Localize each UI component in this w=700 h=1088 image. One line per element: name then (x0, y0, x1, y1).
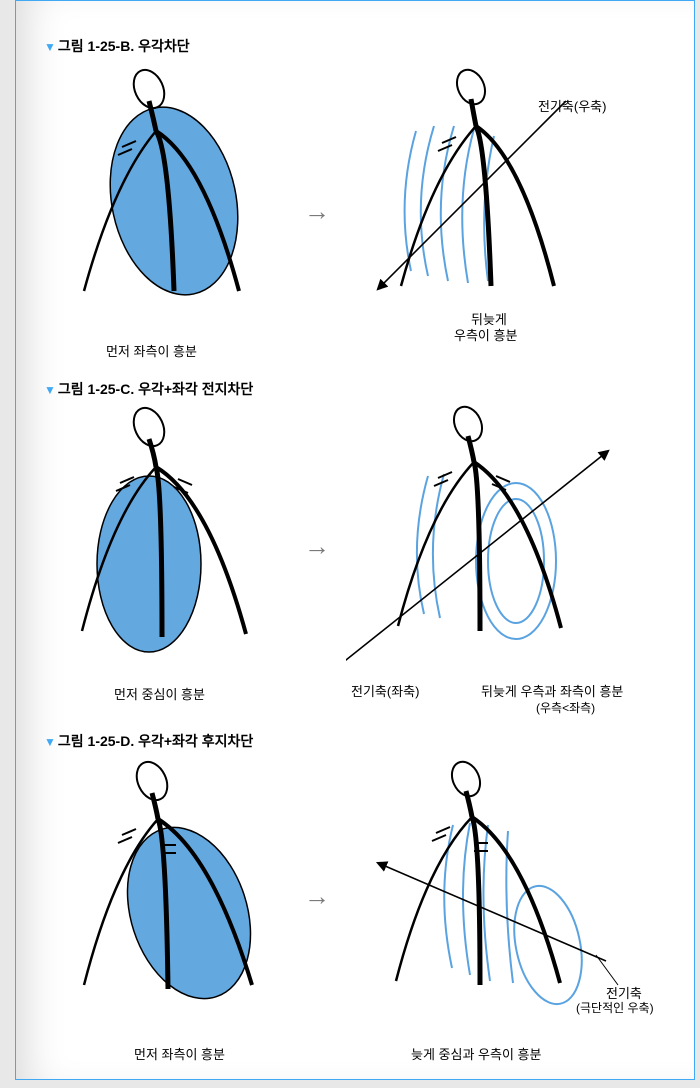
label-c-axis: 전기축(좌축) (351, 681, 419, 700)
diagram-b-left (54, 61, 294, 331)
label-b-axis: 전기축(우축) (538, 96, 606, 115)
caption-d-right: 늦게 중심과 우측이 흥분 (411, 1044, 541, 1063)
triangle-icon: ▼ (44, 735, 56, 749)
section-d-title: ▼그림 1-25-D. 우각+좌각 후지차단 (44, 731, 253, 751)
caption-b-left: 먼저 좌측이 흥분 (106, 341, 197, 360)
section-b-title: ▼그림 1-25-B. 우각차단 (44, 36, 190, 56)
triangle-icon: ▼ (44, 40, 56, 54)
triangle-icon: ▼ (44, 383, 56, 397)
caption-d-left: 먼저 좌측이 흥분 (134, 1044, 225, 1063)
section-c-title: ▼그림 1-25-C. 우각+좌각 전지차단 (44, 379, 253, 399)
diagram-d-left (54, 753, 304, 1043)
caption-c-left: 먼저 중심이 흥분 (114, 684, 205, 703)
diagram-c-right (346, 396, 626, 696)
label-d-axis-2: (극단적인 우축) (576, 999, 654, 1016)
arrow-between-icon: → (304, 881, 330, 912)
page: ▼그림 1-25-B. 우각차단 먼저 좌측이 흥분 → (15, 0, 695, 1080)
caption-b-right-2: 우측이 흥분 (454, 325, 517, 344)
caption-c-right-1: 뒤늦게 우측과 좌측이 흥분 (481, 681, 623, 700)
caption-c-right-2: (우측<좌측) (536, 699, 595, 716)
arrow-between-icon: → (304, 531, 330, 562)
diagram-c-left (54, 399, 294, 679)
arrow-between-icon: → (304, 196, 330, 227)
